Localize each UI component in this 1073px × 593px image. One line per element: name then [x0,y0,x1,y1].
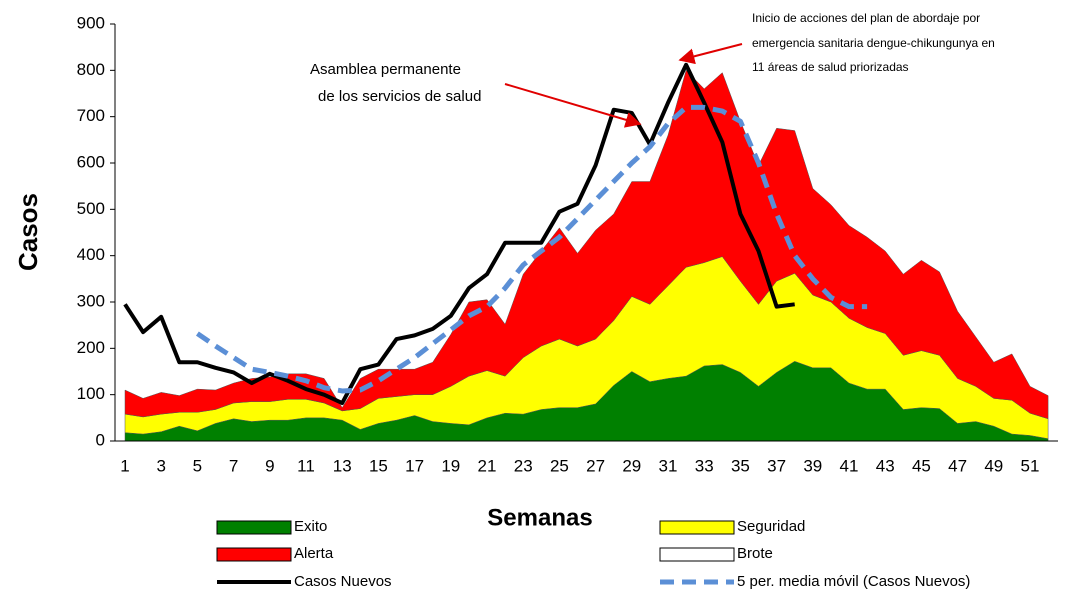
x-tick-label: 27 [586,456,605,475]
annotation: Asamblea permanente [310,61,461,78]
x-tick-label: 41 [840,456,859,475]
x-tick-label: 5 [193,456,202,475]
x-tick-label: 45 [912,456,931,475]
x-tick-label: 25 [550,456,569,475]
x-tick-label: 33 [695,456,714,475]
annotation: Inicio de acciones del plan de abordaje … [752,11,980,25]
x-tick-label: 35 [731,456,750,475]
x-tick-label: 29 [622,456,641,475]
x-tick-label: 15 [369,456,388,475]
legend-label: Seguridad [737,518,805,535]
x-tick-label: 23 [514,456,533,475]
legend-swatch [216,547,292,562]
x-tick-label: 31 [659,456,678,475]
y-tick-label: 700 [77,106,105,125]
x-tick-label: 49 [984,456,1003,475]
legend-label: 5 per. media móvil (Casos Nuevos) [737,573,970,590]
legend-swatch [659,547,735,562]
x-tick-label: 9 [265,456,274,475]
annotation: emergencia sanitaria dengue-chikungunya … [752,36,995,50]
annotation-arrow [504,83,642,128]
x-tick-label: 21 [478,456,497,475]
legend-swatch [216,520,292,535]
x-tick-label: 19 [441,456,460,475]
legend-swatch [659,520,735,535]
x-tick-label: 39 [803,456,822,475]
x-tick-label: 11 [297,456,315,475]
y-tick-label: 400 [77,245,105,264]
y-tick-label: 500 [77,199,105,218]
y-tick-label: 100 [77,384,105,403]
x-tick-label: 7 [229,456,238,475]
plot-area [123,62,1049,442]
y-tick-label: 900 [77,13,105,32]
line [195,104,868,394]
x-tick-label: 17 [405,456,424,475]
line [123,62,795,406]
y-tick-label: 800 [77,60,105,79]
x-tick-label: 51 [1021,456,1040,475]
x-tick-label: 3 [156,456,165,475]
x-tick-label: 43 [876,456,895,475]
legend-label: Casos Nuevos [294,573,392,590]
y-tick-label: 600 [77,152,105,171]
x-tick-label: 13 [333,456,352,475]
x-axis-title: Semanas [487,504,592,531]
legend-label: Alerta [294,545,334,562]
annotation: 11 áreas de salud priorizadas [752,60,909,74]
annotation-arrow [678,43,743,65]
y-tick-label: 0 [96,430,105,449]
x-tick-label: 37 [767,456,786,475]
area [124,69,1049,420]
x-tick-label: 1 [120,456,129,475]
legend-label: Exito [294,518,327,535]
y-axis-title: Casos [13,193,43,271]
y-tick-label: 200 [77,338,105,357]
x-tick-label: 47 [948,456,967,475]
y-tick-label: 300 [77,291,105,310]
annotation: de los servicios de salud [318,88,481,105]
legend-label: Brote [737,545,773,562]
